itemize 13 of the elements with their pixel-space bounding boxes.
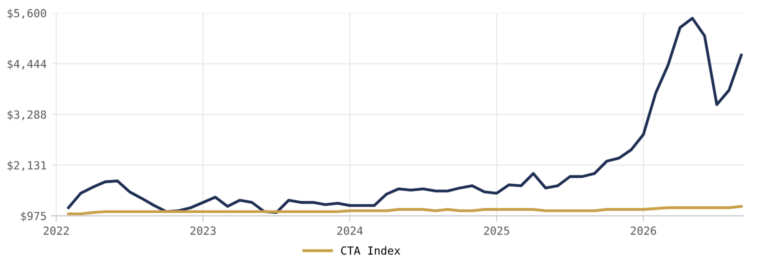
x-tick-label: 2023	[190, 226, 216, 235]
y-tick-label: $975	[21, 212, 46, 222]
y-tick-label: $5,600	[8, 8, 46, 19]
x-tick-label: 2022	[44, 226, 69, 235]
x-tick-label: 2025	[484, 226, 510, 235]
x-tick-label: 2026	[630, 226, 656, 235]
x-tick-label: 2024	[337, 226, 363, 235]
y-tick-label: $4,444	[8, 59, 46, 70]
legend-label: CTA Index	[341, 246, 400, 255]
line-series	[67, 204, 743, 216]
line-series	[67, 16, 743, 214]
y-tick-label: $3,288	[8, 110, 46, 120]
y-tick-label: $2,131	[8, 160, 46, 171]
